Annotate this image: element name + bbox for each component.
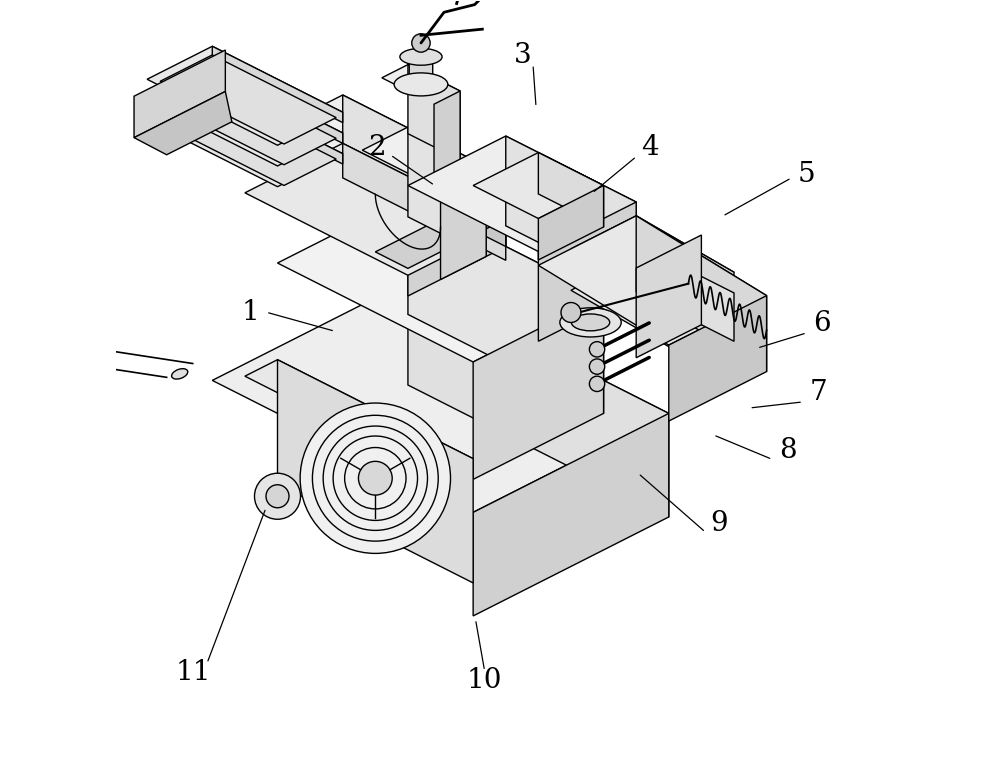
Polygon shape <box>441 166 486 280</box>
Ellipse shape <box>172 369 188 379</box>
Polygon shape <box>147 67 343 166</box>
Polygon shape <box>636 216 734 286</box>
Polygon shape <box>636 257 734 327</box>
Polygon shape <box>408 281 669 517</box>
Polygon shape <box>245 143 506 276</box>
Ellipse shape <box>571 314 610 331</box>
Text: 6: 6 <box>813 310 831 337</box>
Polygon shape <box>538 152 604 227</box>
Polygon shape <box>409 51 433 90</box>
Text: 3: 3 <box>514 42 532 69</box>
Circle shape <box>254 474 301 519</box>
Polygon shape <box>212 88 343 164</box>
Text: 2: 2 <box>368 134 386 161</box>
Ellipse shape <box>400 49 442 65</box>
Circle shape <box>412 34 430 52</box>
Circle shape <box>589 359 605 374</box>
Polygon shape <box>343 143 506 260</box>
Circle shape <box>266 485 289 507</box>
Polygon shape <box>278 360 473 583</box>
Polygon shape <box>408 136 636 252</box>
Polygon shape <box>134 50 225 138</box>
Polygon shape <box>571 236 734 326</box>
Circle shape <box>300 403 451 554</box>
Polygon shape <box>538 216 767 345</box>
Polygon shape <box>473 413 669 616</box>
Text: 10: 10 <box>467 667 502 694</box>
Polygon shape <box>571 257 734 346</box>
Text: 11: 11 <box>175 659 211 686</box>
Polygon shape <box>160 55 336 144</box>
Ellipse shape <box>394 73 448 96</box>
Text: 4: 4 <box>641 134 658 161</box>
Polygon shape <box>636 235 701 358</box>
Ellipse shape <box>560 308 621 337</box>
Polygon shape <box>375 203 506 269</box>
Polygon shape <box>245 360 473 475</box>
Polygon shape <box>636 216 767 372</box>
Polygon shape <box>408 197 604 413</box>
Text: 9: 9 <box>710 510 727 537</box>
Circle shape <box>589 377 605 391</box>
Polygon shape <box>506 136 636 292</box>
Polygon shape <box>160 75 336 165</box>
Polygon shape <box>362 127 486 189</box>
Text: 1: 1 <box>242 299 260 326</box>
Polygon shape <box>408 127 486 256</box>
Polygon shape <box>669 296 767 421</box>
Polygon shape <box>212 46 343 122</box>
Polygon shape <box>473 152 604 219</box>
Circle shape <box>358 461 392 495</box>
Polygon shape <box>134 92 232 155</box>
Polygon shape <box>343 95 506 246</box>
Polygon shape <box>212 281 669 512</box>
Polygon shape <box>147 88 343 186</box>
Polygon shape <box>434 91 460 173</box>
Text: 7: 7 <box>810 379 827 406</box>
Polygon shape <box>473 203 506 246</box>
Polygon shape <box>408 177 506 296</box>
Polygon shape <box>473 296 604 480</box>
Polygon shape <box>382 65 460 104</box>
Polygon shape <box>160 96 336 186</box>
Text: 8: 8 <box>779 437 797 464</box>
Polygon shape <box>408 65 460 160</box>
Polygon shape <box>278 197 604 362</box>
Polygon shape <box>147 46 343 146</box>
Circle shape <box>561 303 581 323</box>
Polygon shape <box>245 95 506 227</box>
Polygon shape <box>636 236 734 306</box>
Polygon shape <box>212 67 343 143</box>
Circle shape <box>589 342 605 357</box>
Polygon shape <box>571 216 734 305</box>
Polygon shape <box>688 270 734 341</box>
Polygon shape <box>538 202 636 341</box>
Polygon shape <box>538 186 604 260</box>
Text: 5: 5 <box>798 160 816 188</box>
